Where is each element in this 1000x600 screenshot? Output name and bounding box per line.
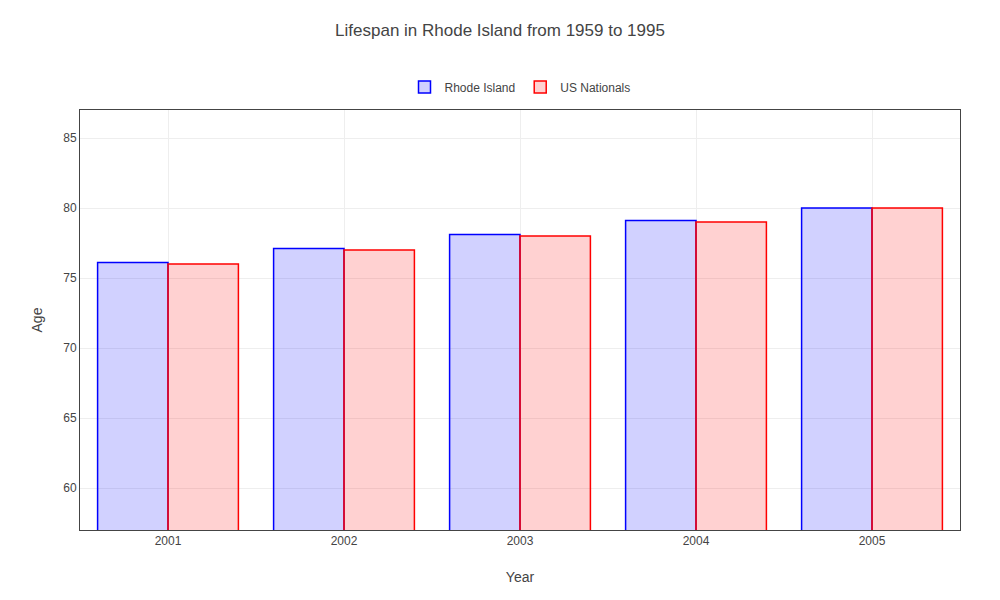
svg-text:2003: 2003 xyxy=(507,534,534,548)
svg-text:2004: 2004 xyxy=(683,534,710,548)
svg-text:70: 70 xyxy=(63,341,77,355)
svg-text:Age: Age xyxy=(29,307,45,332)
svg-text:85: 85 xyxy=(63,131,77,145)
svg-text:Lifespan in Rhode Island from: Lifespan in Rhode Island from 1959 to 19… xyxy=(335,21,665,40)
svg-text:75: 75 xyxy=(63,271,77,285)
svg-text:2001: 2001 xyxy=(155,534,182,548)
svg-text:65: 65 xyxy=(63,411,77,425)
svg-text:US Nationals: US Nationals xyxy=(560,81,630,95)
svg-text:Rhode Island: Rhode Island xyxy=(445,81,516,95)
svg-text:2002: 2002 xyxy=(331,534,358,548)
svg-text:2005: 2005 xyxy=(859,534,886,548)
svg-text:80: 80 xyxy=(63,201,77,215)
svg-text:60: 60 xyxy=(63,481,77,495)
svg-text:Year: Year xyxy=(506,569,535,585)
